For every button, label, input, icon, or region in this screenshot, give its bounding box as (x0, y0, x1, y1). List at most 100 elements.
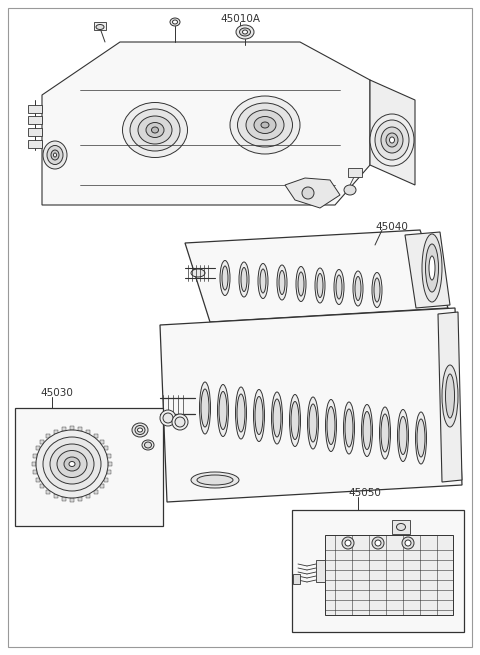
Ellipse shape (152, 127, 158, 133)
Ellipse shape (272, 392, 283, 444)
Ellipse shape (353, 271, 363, 306)
Circle shape (345, 540, 351, 546)
Ellipse shape (289, 394, 300, 447)
Ellipse shape (327, 407, 335, 445)
Ellipse shape (237, 394, 245, 432)
Bar (28, 128, 42, 136)
Ellipse shape (246, 110, 284, 140)
Ellipse shape (238, 103, 292, 147)
Ellipse shape (374, 278, 380, 302)
Ellipse shape (396, 523, 406, 531)
Ellipse shape (230, 96, 300, 154)
Bar (108, 462, 112, 466)
Ellipse shape (137, 428, 143, 432)
Bar (100, 440, 104, 443)
Ellipse shape (325, 400, 336, 451)
Ellipse shape (217, 384, 228, 436)
Ellipse shape (240, 28, 251, 36)
Circle shape (405, 540, 411, 546)
Ellipse shape (386, 133, 398, 147)
Ellipse shape (170, 18, 180, 26)
Bar (28, 116, 42, 124)
Polygon shape (285, 178, 340, 208)
Polygon shape (42, 42, 370, 205)
Ellipse shape (375, 120, 409, 160)
Ellipse shape (370, 114, 414, 166)
Bar (36, 477, 40, 481)
Bar (348, 168, 362, 177)
Bar (40, 485, 44, 489)
Ellipse shape (344, 185, 356, 195)
Ellipse shape (254, 117, 276, 134)
Ellipse shape (50, 444, 94, 484)
Ellipse shape (201, 389, 209, 427)
Ellipse shape (258, 263, 268, 299)
Ellipse shape (380, 407, 391, 459)
Ellipse shape (442, 365, 458, 427)
Bar (107, 454, 111, 458)
Text: 45010A: 45010A (220, 14, 260, 24)
Ellipse shape (132, 423, 148, 437)
Bar (94, 434, 98, 438)
Bar (94, 22, 106, 30)
Text: 45040: 45040 (375, 222, 408, 232)
Ellipse shape (57, 451, 87, 477)
Ellipse shape (298, 272, 304, 296)
Ellipse shape (197, 475, 233, 485)
Bar (33, 470, 37, 474)
Bar (104, 477, 108, 481)
Ellipse shape (279, 271, 285, 295)
Text: 45050: 45050 (348, 488, 381, 498)
Ellipse shape (122, 102, 188, 157)
Bar (100, 485, 104, 489)
Bar (104, 446, 108, 451)
Bar (53, 430, 58, 434)
Ellipse shape (361, 405, 372, 457)
Ellipse shape (138, 116, 172, 144)
Ellipse shape (425, 244, 439, 292)
Ellipse shape (253, 390, 264, 441)
Bar (61, 427, 66, 431)
Ellipse shape (277, 265, 287, 300)
Ellipse shape (135, 426, 145, 434)
Text: 45030: 45030 (40, 388, 73, 398)
Bar (53, 495, 58, 498)
Bar (325, 535, 453, 615)
Ellipse shape (130, 109, 180, 151)
Circle shape (172, 414, 188, 430)
Ellipse shape (51, 150, 59, 160)
Polygon shape (405, 232, 450, 308)
Ellipse shape (372, 272, 382, 307)
Circle shape (375, 540, 381, 546)
Ellipse shape (191, 269, 205, 277)
Polygon shape (438, 312, 462, 482)
Circle shape (160, 410, 176, 426)
Bar (46, 434, 50, 438)
Bar (40, 440, 44, 443)
Bar (78, 427, 83, 431)
Circle shape (302, 187, 314, 199)
Bar (94, 490, 98, 494)
Ellipse shape (142, 440, 154, 450)
Ellipse shape (429, 256, 435, 280)
Ellipse shape (381, 414, 389, 452)
Ellipse shape (344, 402, 355, 454)
Bar (292, 510, 464, 632)
Ellipse shape (291, 402, 299, 440)
Ellipse shape (146, 122, 164, 138)
Ellipse shape (144, 442, 152, 448)
Ellipse shape (219, 392, 227, 430)
Bar (61, 497, 66, 501)
Ellipse shape (69, 462, 75, 466)
Circle shape (402, 537, 414, 549)
Ellipse shape (308, 397, 319, 449)
Ellipse shape (422, 234, 442, 302)
Bar (86, 430, 91, 434)
Ellipse shape (43, 141, 67, 169)
Ellipse shape (53, 153, 57, 157)
Bar (33, 454, 37, 458)
Circle shape (175, 417, 185, 427)
Ellipse shape (309, 404, 317, 442)
Bar (86, 495, 91, 498)
Ellipse shape (242, 30, 248, 34)
